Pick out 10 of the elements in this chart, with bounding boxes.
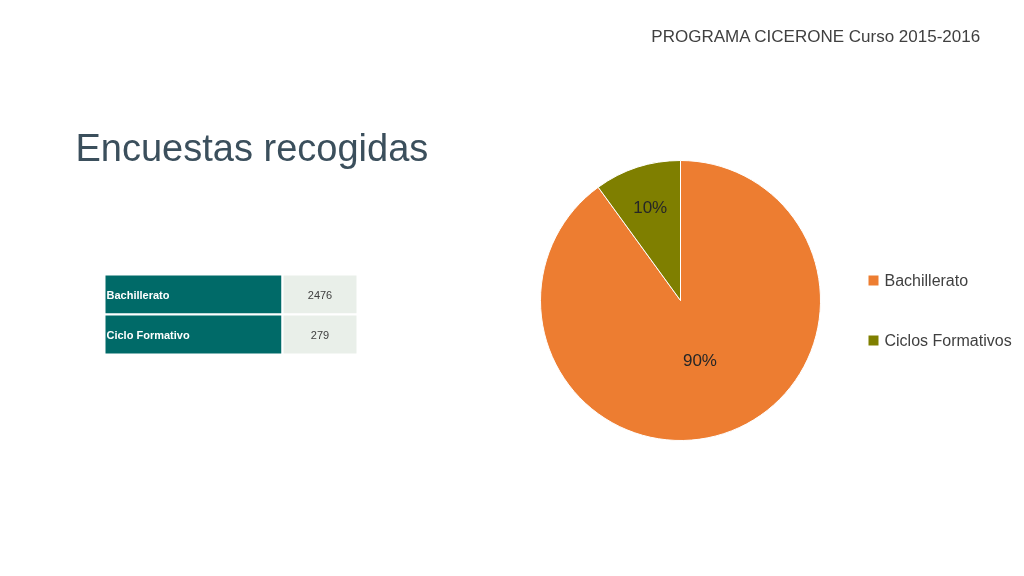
category-label: Bachillerato (106, 288, 170, 301)
text: PROGRAMA CICERONE Curso 2015-2016 (651, 27, 981, 46)
data-label: 2476 (307, 288, 333, 301)
legend-label: Ciclos Formativos (884, 332, 1012, 349)
data-label: 10% (633, 197, 668, 217)
category-label: Ciclo Formativo (106, 328, 190, 341)
data-label: 90% (682, 350, 717, 370)
data-label: 279 (310, 328, 330, 341)
text: Encuestas recogidas (75, 126, 429, 169)
legend-label: Bachillerato (884, 272, 969, 289)
